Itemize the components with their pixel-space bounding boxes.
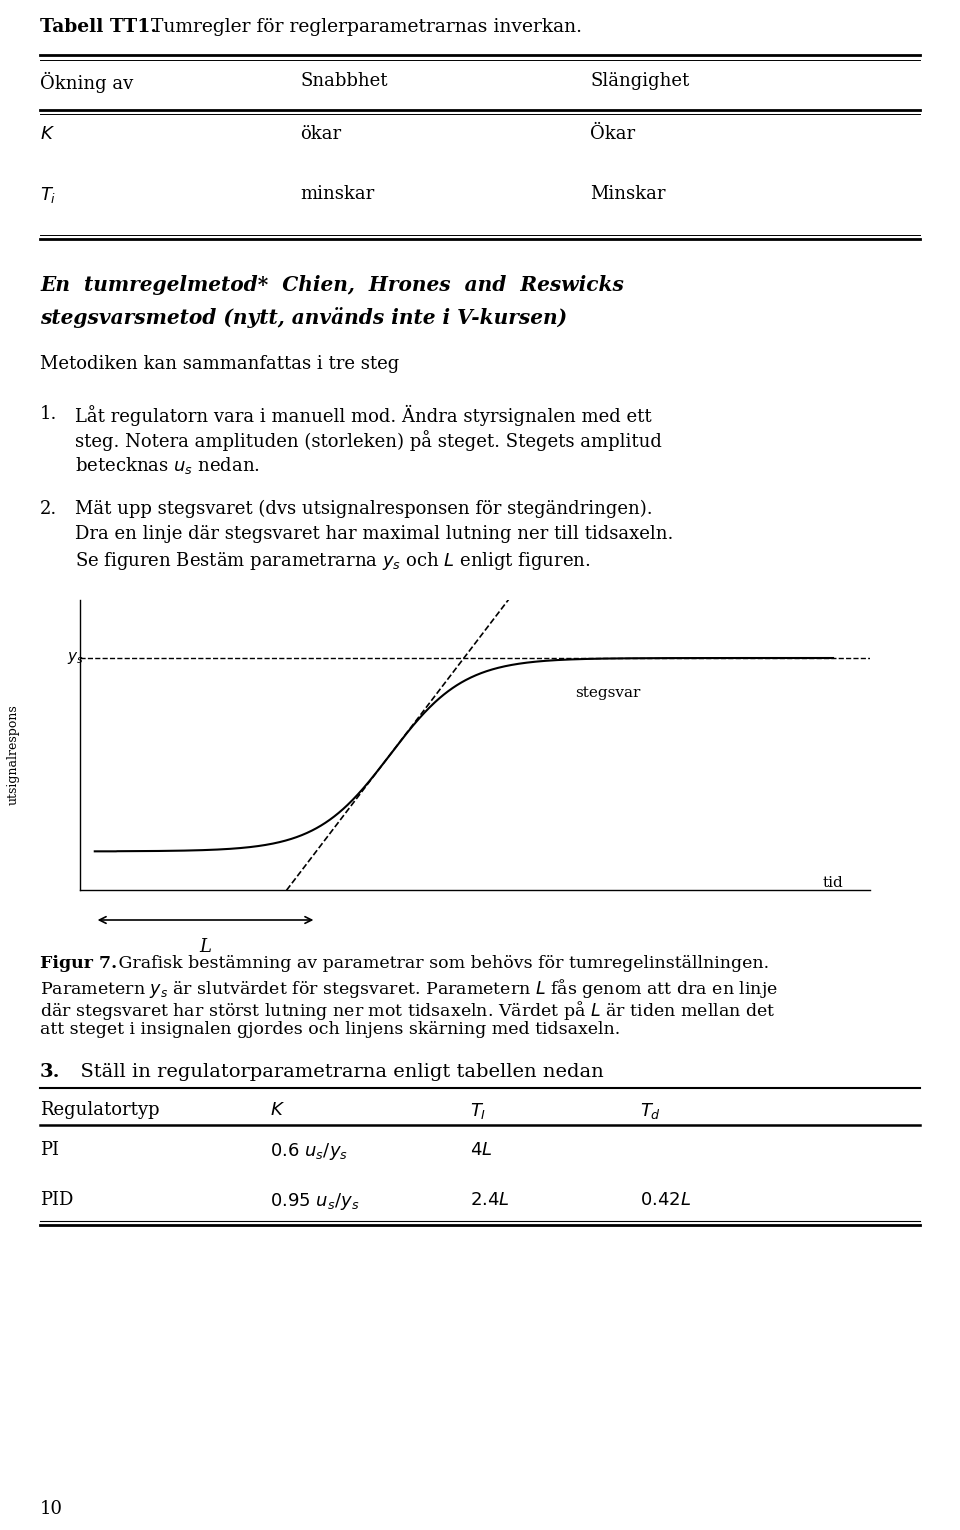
Text: Ökning av: Ökning av bbox=[40, 72, 133, 93]
Text: Dra en linje där stegsvaret har maximal lutning ner till tidsaxeln.: Dra en linje där stegsvaret har maximal … bbox=[75, 525, 673, 543]
Text: Se figuren Bestäm parametrarna $y_s$ och $L$ enligt figuren.: Se figuren Bestäm parametrarna $y_s$ och… bbox=[75, 549, 590, 572]
Text: $K$: $K$ bbox=[270, 1102, 285, 1118]
Text: 1.: 1. bbox=[40, 405, 58, 422]
Text: PID: PID bbox=[40, 1190, 73, 1209]
Text: stegsvarsmetod (nytt, används inte i V-kursen): stegsvarsmetod (nytt, används inte i V-k… bbox=[40, 308, 567, 327]
Text: $0.42L$: $0.42L$ bbox=[640, 1190, 691, 1209]
Text: betecknas $u_s$ nedan.: betecknas $u_s$ nedan. bbox=[75, 454, 260, 476]
Text: Tumregler för reglerparametrarnas inverkan.: Tumregler för reglerparametrarnas inverk… bbox=[145, 18, 582, 37]
Text: Tabell TT1.: Tabell TT1. bbox=[40, 18, 156, 37]
Text: 2.: 2. bbox=[40, 500, 58, 519]
Text: Ökar: Ökar bbox=[590, 125, 636, 142]
Text: Slängighet: Slängighet bbox=[590, 72, 689, 90]
Text: $T_I$: $T_I$ bbox=[470, 1102, 487, 1121]
Text: Minskar: Minskar bbox=[590, 185, 665, 203]
Text: $0.95\ u_s/y_s$: $0.95\ u_s/y_s$ bbox=[270, 1190, 359, 1212]
Text: $2.4L$: $2.4L$ bbox=[470, 1190, 510, 1209]
Text: Grafisk bestämning av parametrar som behövs för tumregelinställningen.: Grafisk bestämning av parametrar som beh… bbox=[113, 955, 769, 972]
Text: $0.6\ u_s/y_s$: $0.6\ u_s/y_s$ bbox=[270, 1141, 348, 1161]
Text: $T_i$: $T_i$ bbox=[40, 185, 57, 205]
Text: att steget i insignalen gjordes och linjens skärning med tidsaxeln.: att steget i insignalen gjordes och linj… bbox=[40, 1021, 620, 1037]
Text: $T_d$: $T_d$ bbox=[640, 1102, 661, 1121]
Text: steg. Notera amplituden (storleken) på steget. Stegets amplitud: steg. Notera amplituden (storleken) på s… bbox=[75, 430, 661, 451]
Text: ökar: ökar bbox=[300, 125, 341, 142]
Text: Parametern $y_s$ är slutvärdet för stegsvaret. Parametern $L$ fås genom att dra : Parametern $y_s$ är slutvärdet för stegs… bbox=[40, 978, 778, 1001]
Text: Metodiken kan sammanfattas i tre steg: Metodiken kan sammanfattas i tre steg bbox=[40, 355, 399, 373]
Text: $K$: $K$ bbox=[40, 125, 55, 142]
Text: stegsvar: stegsvar bbox=[575, 685, 640, 699]
Text: utsignalrespons: utsignalrespons bbox=[7, 704, 20, 805]
Text: Regulatortyp: Regulatortyp bbox=[40, 1102, 159, 1118]
Text: $4L$: $4L$ bbox=[470, 1141, 492, 1160]
Text: En  tumregelmetod*  Chien,  Hrones  and  Reswicks: En tumregelmetod* Chien, Hrones and Resw… bbox=[40, 275, 624, 295]
Text: Mät upp stegsvaret (dvs utsignalresponsen för stegändringen).: Mät upp stegsvaret (dvs utsignalresponse… bbox=[75, 500, 653, 519]
Text: Låt regulatorn vara i manuell mod. Ändra styrsignalen med ett: Låt regulatorn vara i manuell mod. Ändra… bbox=[75, 405, 652, 427]
Text: 3.: 3. bbox=[40, 1063, 60, 1082]
Text: $y_s$: $y_s$ bbox=[67, 650, 84, 666]
Text: Figur 7.: Figur 7. bbox=[40, 955, 117, 972]
Text: där stegsvaret har störst lutning ner mot tidsaxeln. Värdet på $L$ är tiden mell: där stegsvaret har störst lutning ner mo… bbox=[40, 999, 776, 1022]
Text: minskar: minskar bbox=[300, 185, 374, 203]
Text: PI: PI bbox=[40, 1141, 59, 1160]
Text: 10: 10 bbox=[40, 1499, 63, 1518]
Text: Snabbhet: Snabbhet bbox=[300, 72, 388, 90]
Text: tid: tid bbox=[823, 877, 844, 890]
Text: L: L bbox=[200, 938, 211, 956]
Text: Ställ in regulatorparametrarna enligt tabellen nedan: Ställ in regulatorparametrarna enligt ta… bbox=[68, 1063, 604, 1082]
